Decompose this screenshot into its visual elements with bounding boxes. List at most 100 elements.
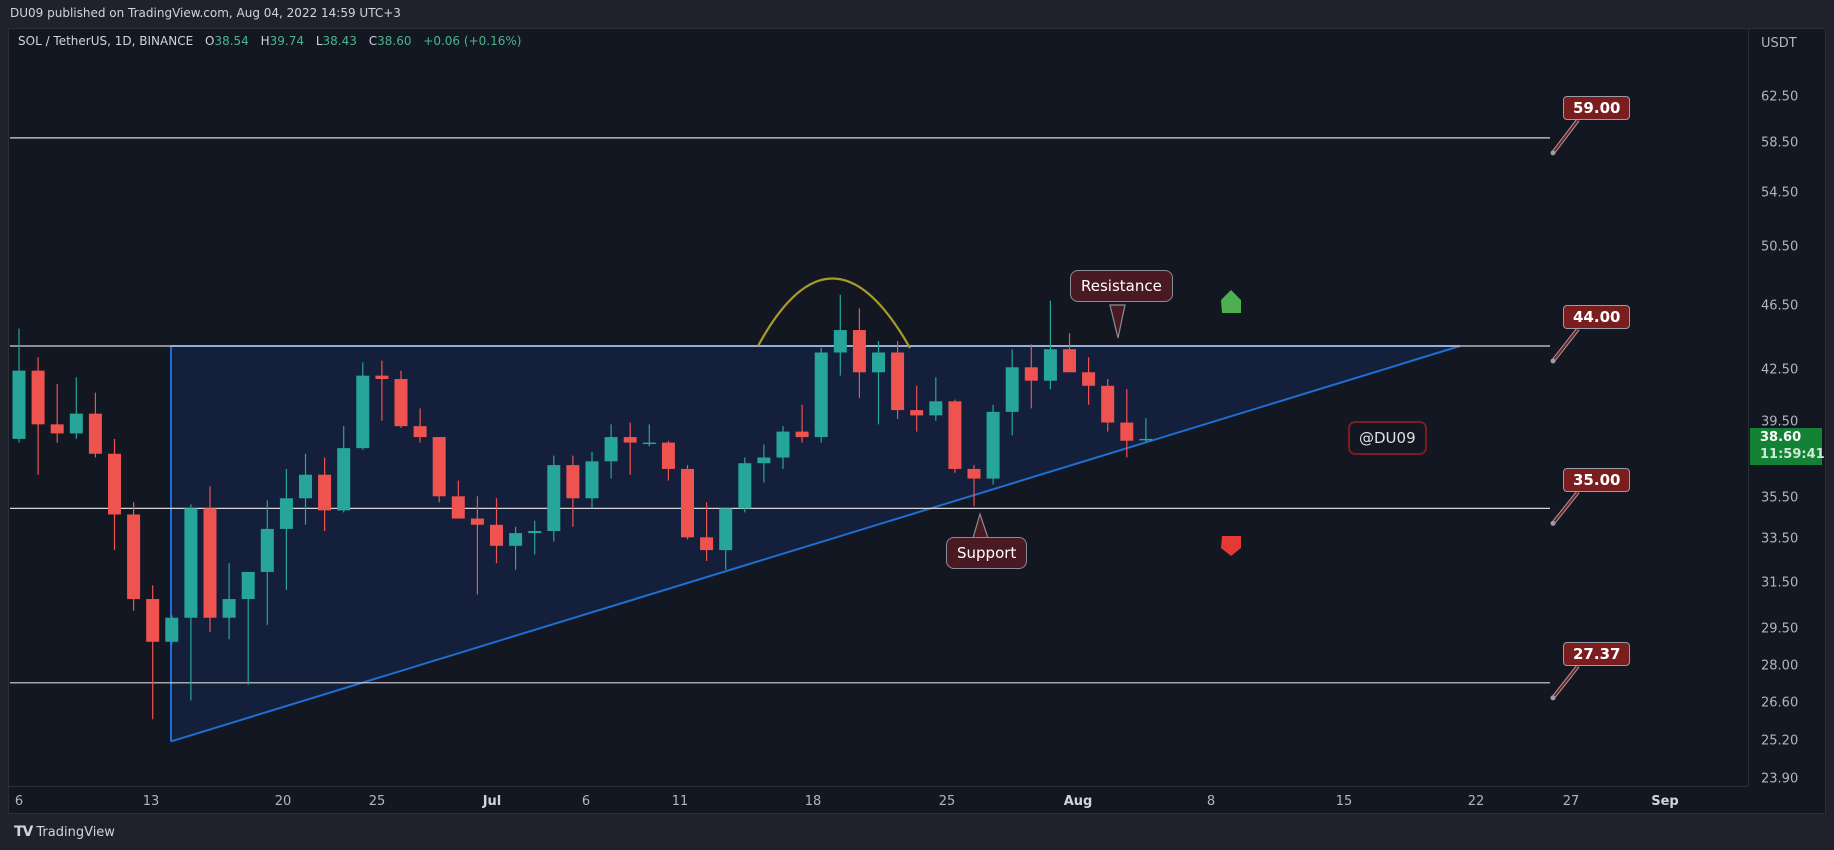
candle-body — [31, 370, 45, 425]
time-tick: 27 — [1562, 794, 1580, 809]
candle-body — [528, 531, 542, 534]
candle-body — [413, 426, 427, 438]
support-pointer — [972, 511, 989, 539]
arrow-down-icon — [1221, 536, 1241, 556]
candle-body — [299, 474, 312, 499]
rounded-top-arc — [757, 277, 911, 349]
candle-body — [127, 514, 141, 600]
price-tick: 58.50 — [1761, 135, 1799, 151]
candle-body — [222, 599, 236, 618]
candle-body — [146, 599, 160, 642]
candle-body — [566, 465, 580, 499]
candle-body — [642, 442, 656, 445]
candle-body — [948, 401, 962, 469]
candle-body — [776, 431, 790, 458]
candle-body — [1063, 349, 1076, 373]
time-tick: 8 — [1206, 794, 1216, 809]
candle-body — [681, 468, 694, 538]
candle-body — [1043, 349, 1057, 381]
candle-body — [1101, 385, 1115, 423]
candle-body — [833, 330, 847, 353]
candle-body — [872, 352, 885, 373]
candle-body — [165, 617, 179, 642]
candle-body — [490, 524, 503, 546]
price-tick: 62.50 — [1761, 89, 1799, 105]
price-tick: 54.50 — [1761, 185, 1799, 201]
arrow-up-icon — [1221, 290, 1241, 313]
candle-body — [738, 463, 752, 509]
price-axis[interactable]: USDT 62.50 58.50 54.50 50.50 46.50 42.50 39.50… — [1748, 28, 1827, 787]
publish-bar: DU09 published on TradingView.com, Aug 0… — [0, 0, 1834, 26]
time-tick: 13 — [142, 794, 160, 809]
symbol-title: SOL / TetherUS, 1D, BINANCE — [18, 34, 194, 48]
candle-body — [661, 442, 675, 469]
time-tick: 22 — [1467, 794, 1485, 809]
price-tick: 31.50 — [1761, 575, 1799, 591]
price-tick: 39.50 — [1761, 414, 1799, 430]
candle-body — [1024, 367, 1038, 381]
publish-info: DU09 published on TradingView.com, Aug 0… — [10, 6, 401, 20]
low-value: 38.43 — [322, 34, 357, 48]
candle-body — [88, 413, 102, 454]
low-label: L — [315, 34, 323, 48]
candle-body — [757, 457, 771, 464]
close-value: 38.60 — [377, 34, 412, 48]
time-tick: 20 — [274, 794, 292, 809]
candle-body — [203, 508, 217, 618]
candle-body — [700, 537, 714, 551]
price-tick: 42.50 — [1761, 362, 1799, 378]
candle-body — [1139, 438, 1153, 441]
price-tick: 23.90 — [1761, 771, 1799, 787]
candle-body — [910, 410, 924, 416]
high-value: 39.74 — [269, 34, 305, 48]
time-tick: Aug — [1063, 794, 1093, 809]
price-tick: 29.50 — [1761, 621, 1799, 637]
candle-body — [604, 437, 618, 462]
open-value: 38.54 — [214, 34, 249, 48]
last-price-badge: 38.60 11:59:41 — [1750, 428, 1825, 465]
candle-body — [337, 448, 351, 511]
time-tick: 25 — [368, 794, 386, 809]
candle-body — [814, 352, 828, 438]
candle-body — [795, 431, 809, 438]
level-label-35: 35.00 — [1563, 468, 1631, 492]
candle-body — [891, 352, 905, 411]
time-axis[interactable]: 6 13 20 25 Jul 6 11 18 25 Aug 8 15 22 27 Sep — [8, 786, 1748, 815]
footer: TV TradingView — [14, 824, 115, 840]
candle-body — [318, 474, 332, 511]
tradingview-logo-icon: TV — [14, 824, 33, 840]
price-axis-unit: USDT — [1761, 36, 1797, 51]
candle-body — [451, 496, 465, 519]
candle-body — [719, 508, 733, 551]
time-tick: 18 — [804, 794, 822, 809]
brand-name: TradingView — [36, 824, 115, 840]
price-tick: 46.50 — [1761, 298, 1799, 314]
symbol-legend: SOL / TetherUS, 1D, BINANCE O38.54 H39.7… — [18, 34, 521, 48]
triangle-support-edge — [170, 345, 1461, 743]
price-tick: 50.50 — [1761, 239, 1799, 255]
price-tick: 26.60 — [1761, 695, 1799, 711]
author-watermark: @DU09 — [1348, 421, 1427, 455]
candle-body — [50, 424, 64, 434]
candle-body — [432, 437, 446, 497]
time-tick: Jul — [482, 794, 502, 809]
candle-body — [1082, 372, 1096, 386]
price-tick: 28.00 — [1761, 658, 1799, 674]
level-label-59: 59.00 — [1563, 96, 1631, 120]
level-label-44: 44.00 — [1563, 305, 1631, 329]
resistance-pointer — [1109, 304, 1126, 339]
close-label: C — [368, 34, 378, 48]
candle-body — [470, 518, 484, 525]
candle-body — [279, 498, 293, 529]
candle-body — [69, 413, 83, 434]
candle-body — [967, 468, 981, 479]
price-tick: 25.20 — [1761, 733, 1799, 749]
resistance-label: Resistance — [1070, 270, 1173, 302]
candle-body — [623, 437, 637, 443]
candle-body — [1005, 367, 1019, 412]
candle-body — [184, 508, 198, 618]
candle-body — [1120, 422, 1134, 441]
time-tick: Sep — [1651, 794, 1679, 809]
candle-body — [12, 370, 26, 439]
